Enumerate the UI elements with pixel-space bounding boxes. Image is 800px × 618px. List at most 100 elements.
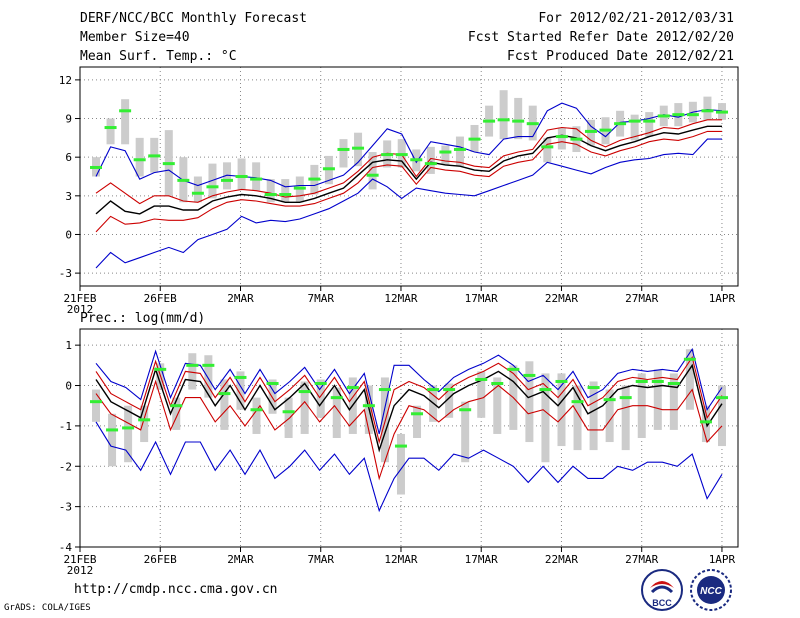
ens-mean-marker xyxy=(584,129,597,133)
ens-mean-marker xyxy=(298,390,311,394)
ens-mean-marker xyxy=(250,408,263,412)
spread-box xyxy=(525,361,534,443)
ens-mean-marker xyxy=(468,137,481,141)
ens-mean-marker xyxy=(381,153,394,157)
ens-mean-marker xyxy=(651,379,664,383)
spread-box xyxy=(630,114,639,141)
y-tick-label: 12 xyxy=(59,74,72,87)
source-url[interactable]: http://cmdp.ncc.cma.gov.cn xyxy=(74,582,278,597)
spread-box xyxy=(92,389,100,422)
x-tick-label: 7MAR xyxy=(307,292,334,305)
ens-mean-marker xyxy=(443,388,456,392)
spread-box xyxy=(266,179,275,203)
ens-mean-marker xyxy=(427,388,440,392)
spread-box xyxy=(573,385,582,451)
produced-date-label: Fcst Produced Date 2012/02/21 xyxy=(507,49,734,64)
year-label: 2012 xyxy=(67,564,94,577)
ens-mean-marker xyxy=(122,426,135,430)
ens-mean-marker xyxy=(459,408,472,412)
series-line-upper xyxy=(95,119,722,205)
x-tick-label: 1APR xyxy=(709,292,736,305)
spread-box xyxy=(685,349,694,410)
series-line-upper xyxy=(95,355,723,445)
ens-mean-marker xyxy=(439,150,452,154)
x-tick-label: 12MAR xyxy=(384,553,417,566)
series-line-min xyxy=(95,421,723,513)
spread-box xyxy=(499,90,508,140)
ens-mean-marker xyxy=(308,177,321,181)
spread-box xyxy=(380,377,389,463)
spread-box xyxy=(339,139,348,168)
spread-box xyxy=(172,397,181,430)
ens-mean-marker xyxy=(526,122,539,126)
spread-box xyxy=(605,389,614,443)
spread-box xyxy=(208,163,217,199)
spread-box xyxy=(514,97,523,140)
ens-mean-marker xyxy=(191,191,204,195)
spread-box xyxy=(252,162,261,191)
ens-mean-marker xyxy=(330,396,343,400)
ens-mean-marker xyxy=(491,382,504,385)
ens-mean-marker xyxy=(643,119,656,123)
ens-mean-marker xyxy=(162,162,175,166)
ens-mean-marker xyxy=(475,377,488,381)
plot-frame xyxy=(79,66,739,287)
plot-frame xyxy=(79,328,739,548)
spread-box xyxy=(121,99,130,145)
x-tick-label: 7MAR xyxy=(307,553,334,566)
ens-mean-marker xyxy=(362,404,375,408)
y-tick-label: 6 xyxy=(65,151,72,164)
ens-mean-marker xyxy=(314,382,327,385)
y-tick-label: -2 xyxy=(59,460,72,473)
series-line-lower xyxy=(95,379,723,481)
x-tick-label: 26FEB xyxy=(144,292,177,305)
y-tick-label: 9 xyxy=(65,113,72,126)
x-tick-label: 17MAR xyxy=(465,553,498,566)
ens-mean-marker xyxy=(266,382,279,385)
spread-box xyxy=(543,137,552,163)
x-tick-label: 2MAR xyxy=(227,553,254,566)
bcc-logo-swoosh xyxy=(650,581,674,588)
ens-mean-marker xyxy=(264,193,277,197)
precip-panel-title: Prec.: log(mm/d) xyxy=(80,311,205,326)
grads-credit: GrADS: COLA/IGES xyxy=(4,603,91,613)
ens-mean-marker xyxy=(186,363,199,367)
x-tick-label: 1APR xyxy=(709,553,736,566)
spread-box xyxy=(541,373,550,463)
spread-box xyxy=(124,405,133,463)
ens-mean-marker xyxy=(683,357,696,361)
series-line-mean xyxy=(95,125,722,215)
variable-label: Mean Surf. Temp.: °C xyxy=(80,49,237,64)
spread-box xyxy=(108,413,117,467)
ens-mean-marker xyxy=(90,165,102,169)
ens-mean-marker xyxy=(587,386,600,390)
ncc-logo-globe xyxy=(697,576,725,604)
spread-box xyxy=(236,371,245,410)
ens-mean-marker xyxy=(716,110,728,114)
ens-mean-marker xyxy=(106,428,119,432)
ens-mean-marker xyxy=(672,113,685,117)
ens-mean-marker xyxy=(716,396,728,400)
spread-box xyxy=(426,146,435,174)
spread-box xyxy=(188,353,197,390)
series-line-max xyxy=(95,102,723,188)
ens-mean-marker xyxy=(507,367,520,371)
x-tick-label: 2MAR xyxy=(227,292,254,305)
spread-box xyxy=(557,127,566,150)
ens-mean-marker xyxy=(570,137,583,141)
ens-mean-marker xyxy=(221,178,234,182)
spread-box xyxy=(413,405,422,438)
spread-box xyxy=(281,179,290,203)
forecast-period-label: For 2012/02/21-2012/03/31 xyxy=(538,11,734,26)
ens-mean-marker xyxy=(218,392,231,396)
y-tick-label: 1 xyxy=(65,339,72,352)
x-tick-label: 22MAR xyxy=(545,292,578,305)
ens-mean-marker xyxy=(395,153,408,157)
x-tick-label: 21FEB xyxy=(63,292,96,305)
spread-box xyxy=(461,401,470,463)
ncc-logo-text: NCC xyxy=(700,586,722,597)
x-tick-label: 27MAR xyxy=(625,553,658,566)
spread-box xyxy=(368,152,377,190)
ens-mean-marker xyxy=(282,410,295,414)
bcc-logo-ring xyxy=(641,569,683,611)
